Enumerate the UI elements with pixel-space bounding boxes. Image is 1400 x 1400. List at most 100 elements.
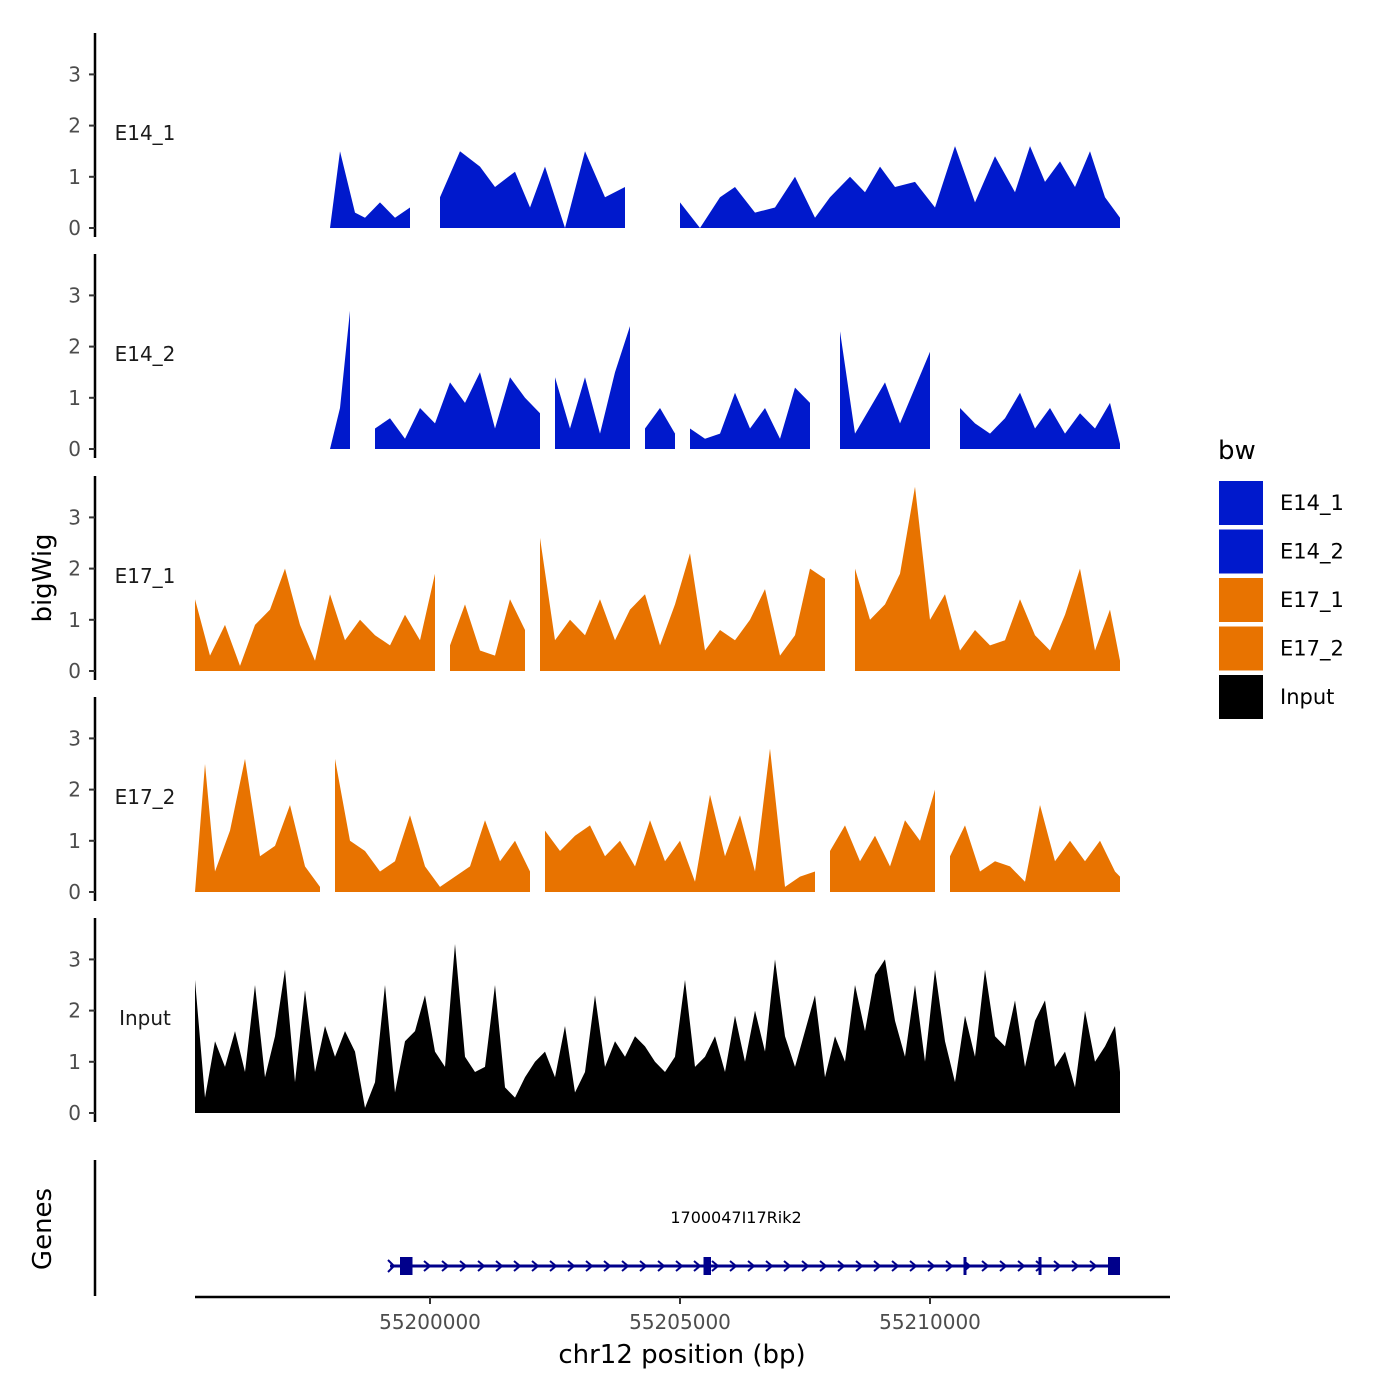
y-tick-label: 3 — [68, 726, 81, 750]
y-tick-label: 1 — [68, 829, 81, 853]
coverage-area — [330, 310, 350, 449]
strand-arrow — [1017, 1260, 1026, 1272]
strand-arrow — [783, 1260, 792, 1272]
track-label: E14_1 — [115, 121, 176, 145]
y-tick-label: 2 — [68, 557, 81, 581]
strand-arrow — [765, 1260, 774, 1272]
y-tick-label: 0 — [68, 216, 81, 240]
coverage-area — [545, 748, 815, 892]
track-panel-input: 0 1 2 3 Input — [68, 918, 1120, 1125]
y-tick-label: 0 — [68, 659, 81, 683]
legend-entry-label: E17_2 — [1280, 637, 1344, 662]
strand-arrow — [999, 1260, 1008, 1272]
strand-arrow — [513, 1260, 522, 1272]
y-tick-label: 1 — [68, 608, 81, 632]
y-tick-label: 1 — [68, 386, 81, 410]
genes-axis-title: Genes — [28, 1188, 58, 1270]
strand-arrow — [639, 1260, 648, 1272]
y-tick-label: 3 — [68, 283, 81, 307]
exon-block — [400, 1257, 413, 1275]
track-label: E14_2 — [115, 342, 176, 366]
coverage-area — [195, 944, 1120, 1113]
x-tick-label: 55200000 — [379, 1310, 481, 1334]
strand-arrow — [711, 1260, 720, 1272]
x-tick-label: 55210000 — [879, 1310, 981, 1334]
y-tick-label: 3 — [68, 505, 81, 529]
strand-arrow — [801, 1260, 810, 1272]
coverage-area — [680, 146, 1120, 228]
track-label: E17_2 — [115, 785, 176, 809]
strand-arrow — [441, 1260, 450, 1272]
y-tick-label: 1 — [68, 165, 81, 189]
strand-arrow — [945, 1260, 954, 1272]
legend-entry-label: E17_1 — [1280, 588, 1344, 613]
strand-arrow — [585, 1260, 594, 1272]
strand-arrow — [729, 1260, 738, 1272]
track-panel-e17-2: 0 1 2 3 E17_2 — [68, 697, 1120, 904]
strand-arrow — [1035, 1260, 1044, 1272]
coverage-area — [555, 326, 630, 449]
y-tick-label: 2 — [68, 114, 81, 138]
coverage-area — [840, 331, 930, 449]
strand-arrow — [873, 1260, 882, 1272]
y-tick-label: 0 — [68, 880, 81, 904]
exon-block — [1038, 1257, 1042, 1275]
strand-arrow — [657, 1260, 666, 1272]
legend: bw E14_1 E14_2 E17_1 E17_2 Input — [1218, 436, 1344, 719]
y-tick-label: 0 — [68, 1101, 81, 1125]
strand-arrow — [531, 1260, 540, 1272]
coverage-area — [950, 805, 1120, 892]
tracks-layer: 0 1 2 3 E14_1 0 1 2 3 E14_2 0 1 2 3 E17_1 0 1 2 3 E17_2 0 1 2 3… — [68, 33, 1120, 1125]
strand-arrow — [693, 1260, 702, 1272]
coverage-area — [830, 789, 935, 892]
strand-arrow — [981, 1260, 990, 1272]
gene-name-label: 1700047I17Rik2 — [670, 1208, 801, 1227]
track-panel-e17-1: 0 1 2 3 E17_1 — [68, 476, 1120, 683]
strand-arrow — [747, 1260, 756, 1272]
strand-arrow — [675, 1260, 684, 1272]
coverage-area — [375, 372, 540, 449]
y-tick-label: 2 — [68, 778, 81, 802]
track-panel-e14-2: 0 1 2 3 E14_2 — [68, 254, 1120, 461]
exon-block — [963, 1257, 967, 1275]
strand-arrow — [603, 1260, 612, 1272]
gene-track: 1700047I17Rik2 — [93, 1160, 1120, 1296]
y-tick-label: 3 — [68, 62, 81, 86]
y-tick-label: 2 — [68, 335, 81, 359]
coverage-area — [330, 151, 410, 228]
strand-arrow — [1053, 1260, 1062, 1272]
legend-entry-label: E14_2 — [1280, 540, 1344, 565]
strand-arrow — [927, 1260, 936, 1272]
exon-block — [1108, 1257, 1120, 1275]
coverage-area — [645, 408, 675, 449]
legend-title: bw — [1218, 436, 1256, 466]
coverage-area — [195, 758, 320, 892]
coverage-area — [335, 758, 530, 892]
strand-arrow — [621, 1260, 630, 1272]
legend-entry-label: Input — [1280, 685, 1334, 709]
coverage-area — [195, 568, 435, 671]
strand-arrow — [1089, 1260, 1098, 1272]
y-tick-label: 1 — [68, 1050, 81, 1074]
strand-arrow — [477, 1260, 486, 1272]
coverage-area — [690, 387, 810, 449]
strand-arrow — [855, 1260, 864, 1272]
y-axis-title: bigWig — [28, 533, 58, 622]
strand-arrow — [909, 1260, 918, 1272]
strand-arrow — [459, 1260, 468, 1272]
y-tick-label: 2 — [68, 999, 81, 1023]
track-panel-e14-1: 0 1 2 3 E14_1 — [68, 33, 1120, 240]
legend-swatch — [1219, 529, 1263, 574]
strand-arrow — [837, 1260, 846, 1272]
exon-block — [703, 1257, 711, 1275]
strand-arrow — [387, 1259, 396, 1273]
x-axis-title: chr12 position (bp) — [558, 1340, 805, 1370]
legend-entry-label: E14_1 — [1280, 491, 1344, 516]
y-tick-label: 3 — [68, 947, 81, 971]
coverage-area — [450, 599, 525, 671]
x-tick-label: 55205000 — [629, 1310, 731, 1334]
strand-arrow — [495, 1260, 504, 1272]
legend-swatch — [1219, 578, 1263, 622]
track-label: E17_1 — [115, 564, 176, 588]
